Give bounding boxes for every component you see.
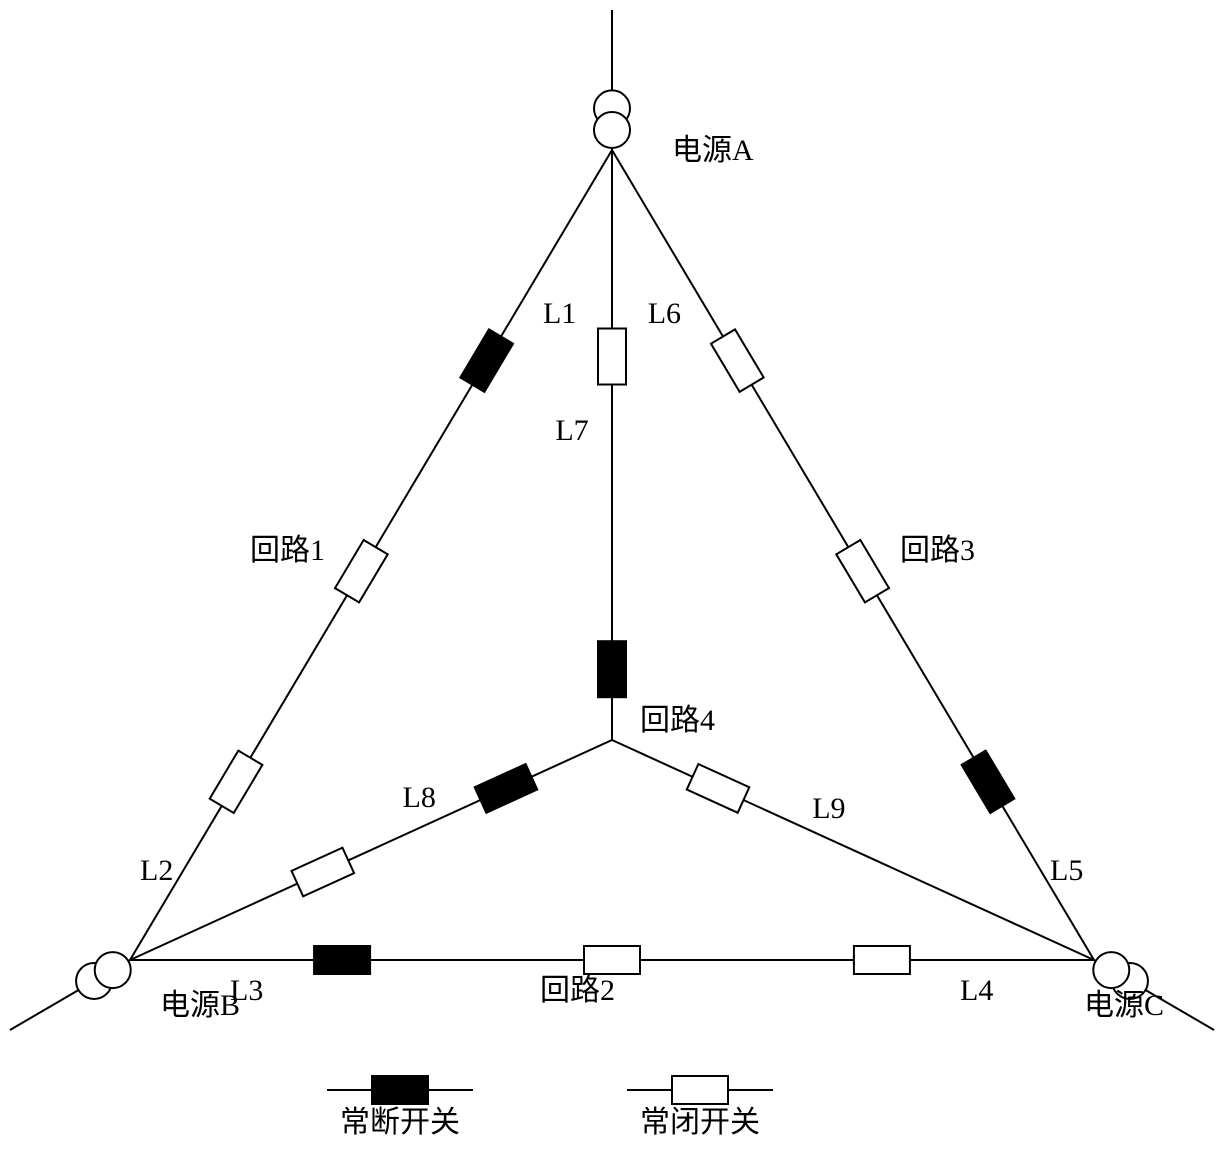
switch-L6-2 xyxy=(962,751,1015,813)
edge-label-L7: L7 xyxy=(555,414,588,447)
switch-L3L4-2 xyxy=(854,946,910,974)
edge-label-L6: L6 xyxy=(648,297,681,330)
switch-L3L4-0 xyxy=(314,946,370,974)
label-L2: L2 xyxy=(140,854,173,887)
switch-L6-1 xyxy=(836,540,889,602)
source-label-B: 电源B xyxy=(160,989,240,1022)
label-L4: L4 xyxy=(960,974,993,1007)
edge-label-L9: L9 xyxy=(812,792,845,825)
edge-L9 xyxy=(612,740,1094,960)
switch-L8-1 xyxy=(475,764,538,813)
edge-label-L8: L8 xyxy=(403,781,436,814)
label-L5: L5 xyxy=(1050,854,1083,887)
source-symbol-A xyxy=(594,90,630,148)
switch-L1-2 xyxy=(210,751,263,813)
legend-closed-switch xyxy=(672,1076,728,1104)
edge-L8 xyxy=(130,740,612,960)
switch-L8-0 xyxy=(292,848,355,897)
switch-L1-0 xyxy=(460,329,513,391)
label-回路4: 回路4 xyxy=(640,704,715,737)
legend-closed-label: 常闭开关 xyxy=(640,1106,760,1139)
switch-L3L4-1 xyxy=(584,946,640,974)
label-回路3: 回路3 xyxy=(900,534,975,567)
switch-L7-1 xyxy=(598,641,626,697)
switch-L9-0 xyxy=(687,764,750,813)
legend-open-switch xyxy=(372,1076,428,1104)
network-diagram: L1 L6 L7 L8 L9 电源A 电源B 电源C 回路1 回路3 回路2 回路4 L2 L3 L4 L5 常… xyxy=(0,0,1224,1151)
switch-L1-1 xyxy=(335,540,388,602)
source-label-C: 电源C xyxy=(1084,989,1164,1022)
source-label-A: 电源A xyxy=(672,134,754,167)
source-symbol-B xyxy=(76,952,131,999)
edge-label-L1: L1 xyxy=(543,297,576,330)
legend-open-label: 常断开关 xyxy=(340,1106,460,1139)
label-回路1: 回路1 xyxy=(250,534,325,567)
switch-L6-0 xyxy=(711,329,764,391)
label-回路2: 回路2 xyxy=(540,974,615,1007)
switch-L7-0 xyxy=(598,329,626,385)
label-L3: L3 xyxy=(230,974,263,1007)
